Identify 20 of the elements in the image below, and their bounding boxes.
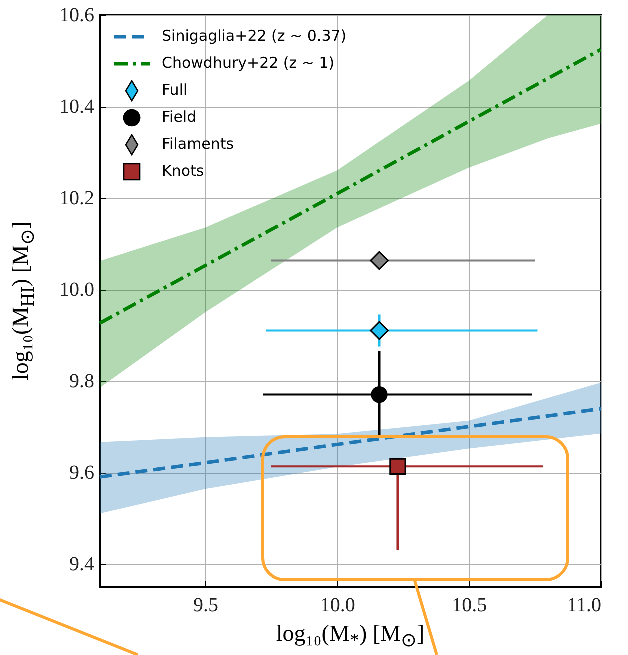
- x-tick-label: 10.5: [452, 594, 488, 616]
- line-series: [98, 48, 603, 326]
- legend-label: Knots: [162, 161, 204, 182]
- x-tick-label: 11.0: [567, 594, 602, 616]
- y-tick-label: 9.4: [70, 554, 94, 576]
- y-tick-label: 10.2: [60, 188, 94, 210]
- legend-label: Field: [162, 107, 197, 128]
- y-tick-label: 10.6: [60, 4, 94, 26]
- line-series: [98, 407, 603, 479]
- legend-label: Sinigaglia+22 (z ∼ 0.37): [162, 26, 347, 47]
- legend-label: Chowdhury+22 (z ∼ 1): [162, 53, 335, 74]
- y-tick-label: 9.8: [70, 370, 94, 393]
- legend-label: Full: [162, 80, 188, 101]
- legend-label: Filaments: [162, 134, 234, 155]
- y-tick-label: 10.0: [60, 279, 94, 302]
- y-tick-label: 10.4: [60, 96, 94, 118]
- y-tick-label: 9.6: [70, 462, 94, 484]
- x-tick-label: 10.0: [320, 594, 356, 616]
- x-axis-title: log₁₀(M$_{*}$) [M$_{⊙}$]: [276, 621, 425, 653]
- x-tick-label: 9.5: [193, 594, 218, 616]
